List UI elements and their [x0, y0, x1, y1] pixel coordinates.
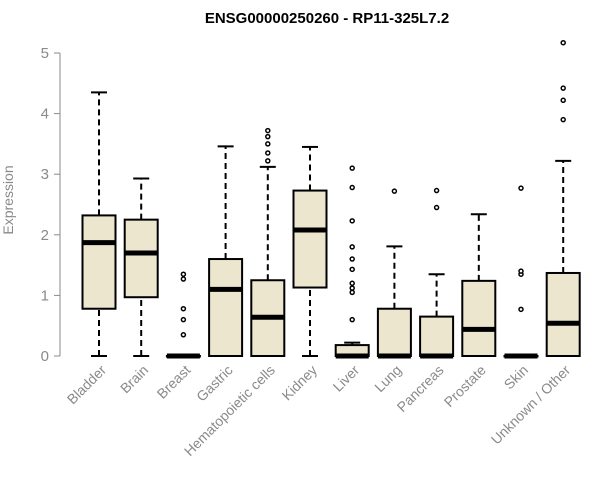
x-tick-label: Skin	[501, 362, 532, 393]
x-tick-label: Liver	[330, 362, 363, 395]
box-group	[545, 39, 581, 357]
y-tick-label: 0	[41, 348, 49, 365]
x-tick-label: Lung	[371, 362, 404, 395]
x-tick-label: Kidney	[279, 362, 321, 404]
iqr-box	[123, 218, 159, 299]
outlier-point	[180, 305, 187, 312]
box-group	[165, 271, 201, 359]
outlier-point	[518, 306, 524, 313]
outlier-point	[349, 256, 355, 262]
chart-title: ENSG00000250260 - RP11-325L7.2	[205, 10, 449, 27]
y-tick-label: 4	[41, 106, 49, 123]
box-group	[81, 91, 117, 357]
outlier-point	[349, 285, 355, 291]
outlier-point	[560, 97, 566, 104]
x-tick-label: Pancreas	[394, 362, 447, 415]
x-tick-label: Prostate	[441, 362, 489, 410]
box-group	[419, 187, 455, 359]
outlier-point	[349, 184, 355, 191]
x-tick-label: Unknown / Other	[488, 362, 574, 448]
box-group	[292, 145, 328, 357]
outlier-point	[180, 276, 187, 282]
outlier-point	[560, 39, 566, 46]
y-tick-label: 3	[41, 166, 49, 183]
iqr-box	[461, 279, 497, 357]
box-group	[461, 213, 497, 357]
iqr-box	[545, 271, 581, 357]
outlier-point	[180, 332, 187, 338]
x-tick-label: Bladder	[64, 362, 110, 408]
outlier-point	[349, 316, 355, 323]
outlier-point	[349, 289, 355, 296]
iqr-box	[419, 315, 455, 357]
outlier-point	[560, 85, 566, 91]
iqr-box	[376, 307, 412, 357]
outlier-point	[265, 127, 271, 134]
outlier-point	[265, 133, 271, 140]
outlier-point	[349, 218, 355, 224]
outlier-point	[433, 187, 440, 194]
outlier-point	[265, 158, 271, 164]
box-group	[376, 188, 412, 359]
outlier-point	[349, 280, 355, 287]
y-axis: 0 1 2 3 4 5	[41, 45, 61, 365]
outlier-point	[391, 188, 398, 194]
outlier-point	[433, 204, 440, 211]
box-group	[123, 177, 159, 357]
outlier-point	[560, 116, 566, 123]
outlier-point	[180, 271, 187, 277]
y-tick-label: 5	[41, 45, 49, 62]
box-group	[503, 185, 539, 359]
box-group	[208, 145, 244, 358]
outlier-point	[265, 150, 271, 156]
outlier-point	[349, 244, 355, 250]
iqr-box	[292, 189, 328, 289]
outlier-point	[180, 316, 187, 323]
plot-area	[81, 39, 581, 359]
y-tick-label: 1	[41, 287, 49, 304]
x-tick-label: Brain	[117, 362, 151, 396]
iqr-box	[81, 214, 117, 310]
box-group	[250, 127, 286, 357]
outlier-point	[265, 141, 271, 147]
iqr-box	[208, 258, 244, 358]
y-axis-label: Expression	[0, 165, 16, 234]
outlier-point	[349, 165, 355, 171]
outlier-point	[518, 185, 524, 191]
box-group	[334, 165, 370, 359]
x-tick-label: Breast	[154, 362, 194, 402]
outlier-point	[349, 266, 355, 273]
y-tick-label: 2	[41, 227, 49, 244]
outlier-point	[518, 268, 524, 274]
